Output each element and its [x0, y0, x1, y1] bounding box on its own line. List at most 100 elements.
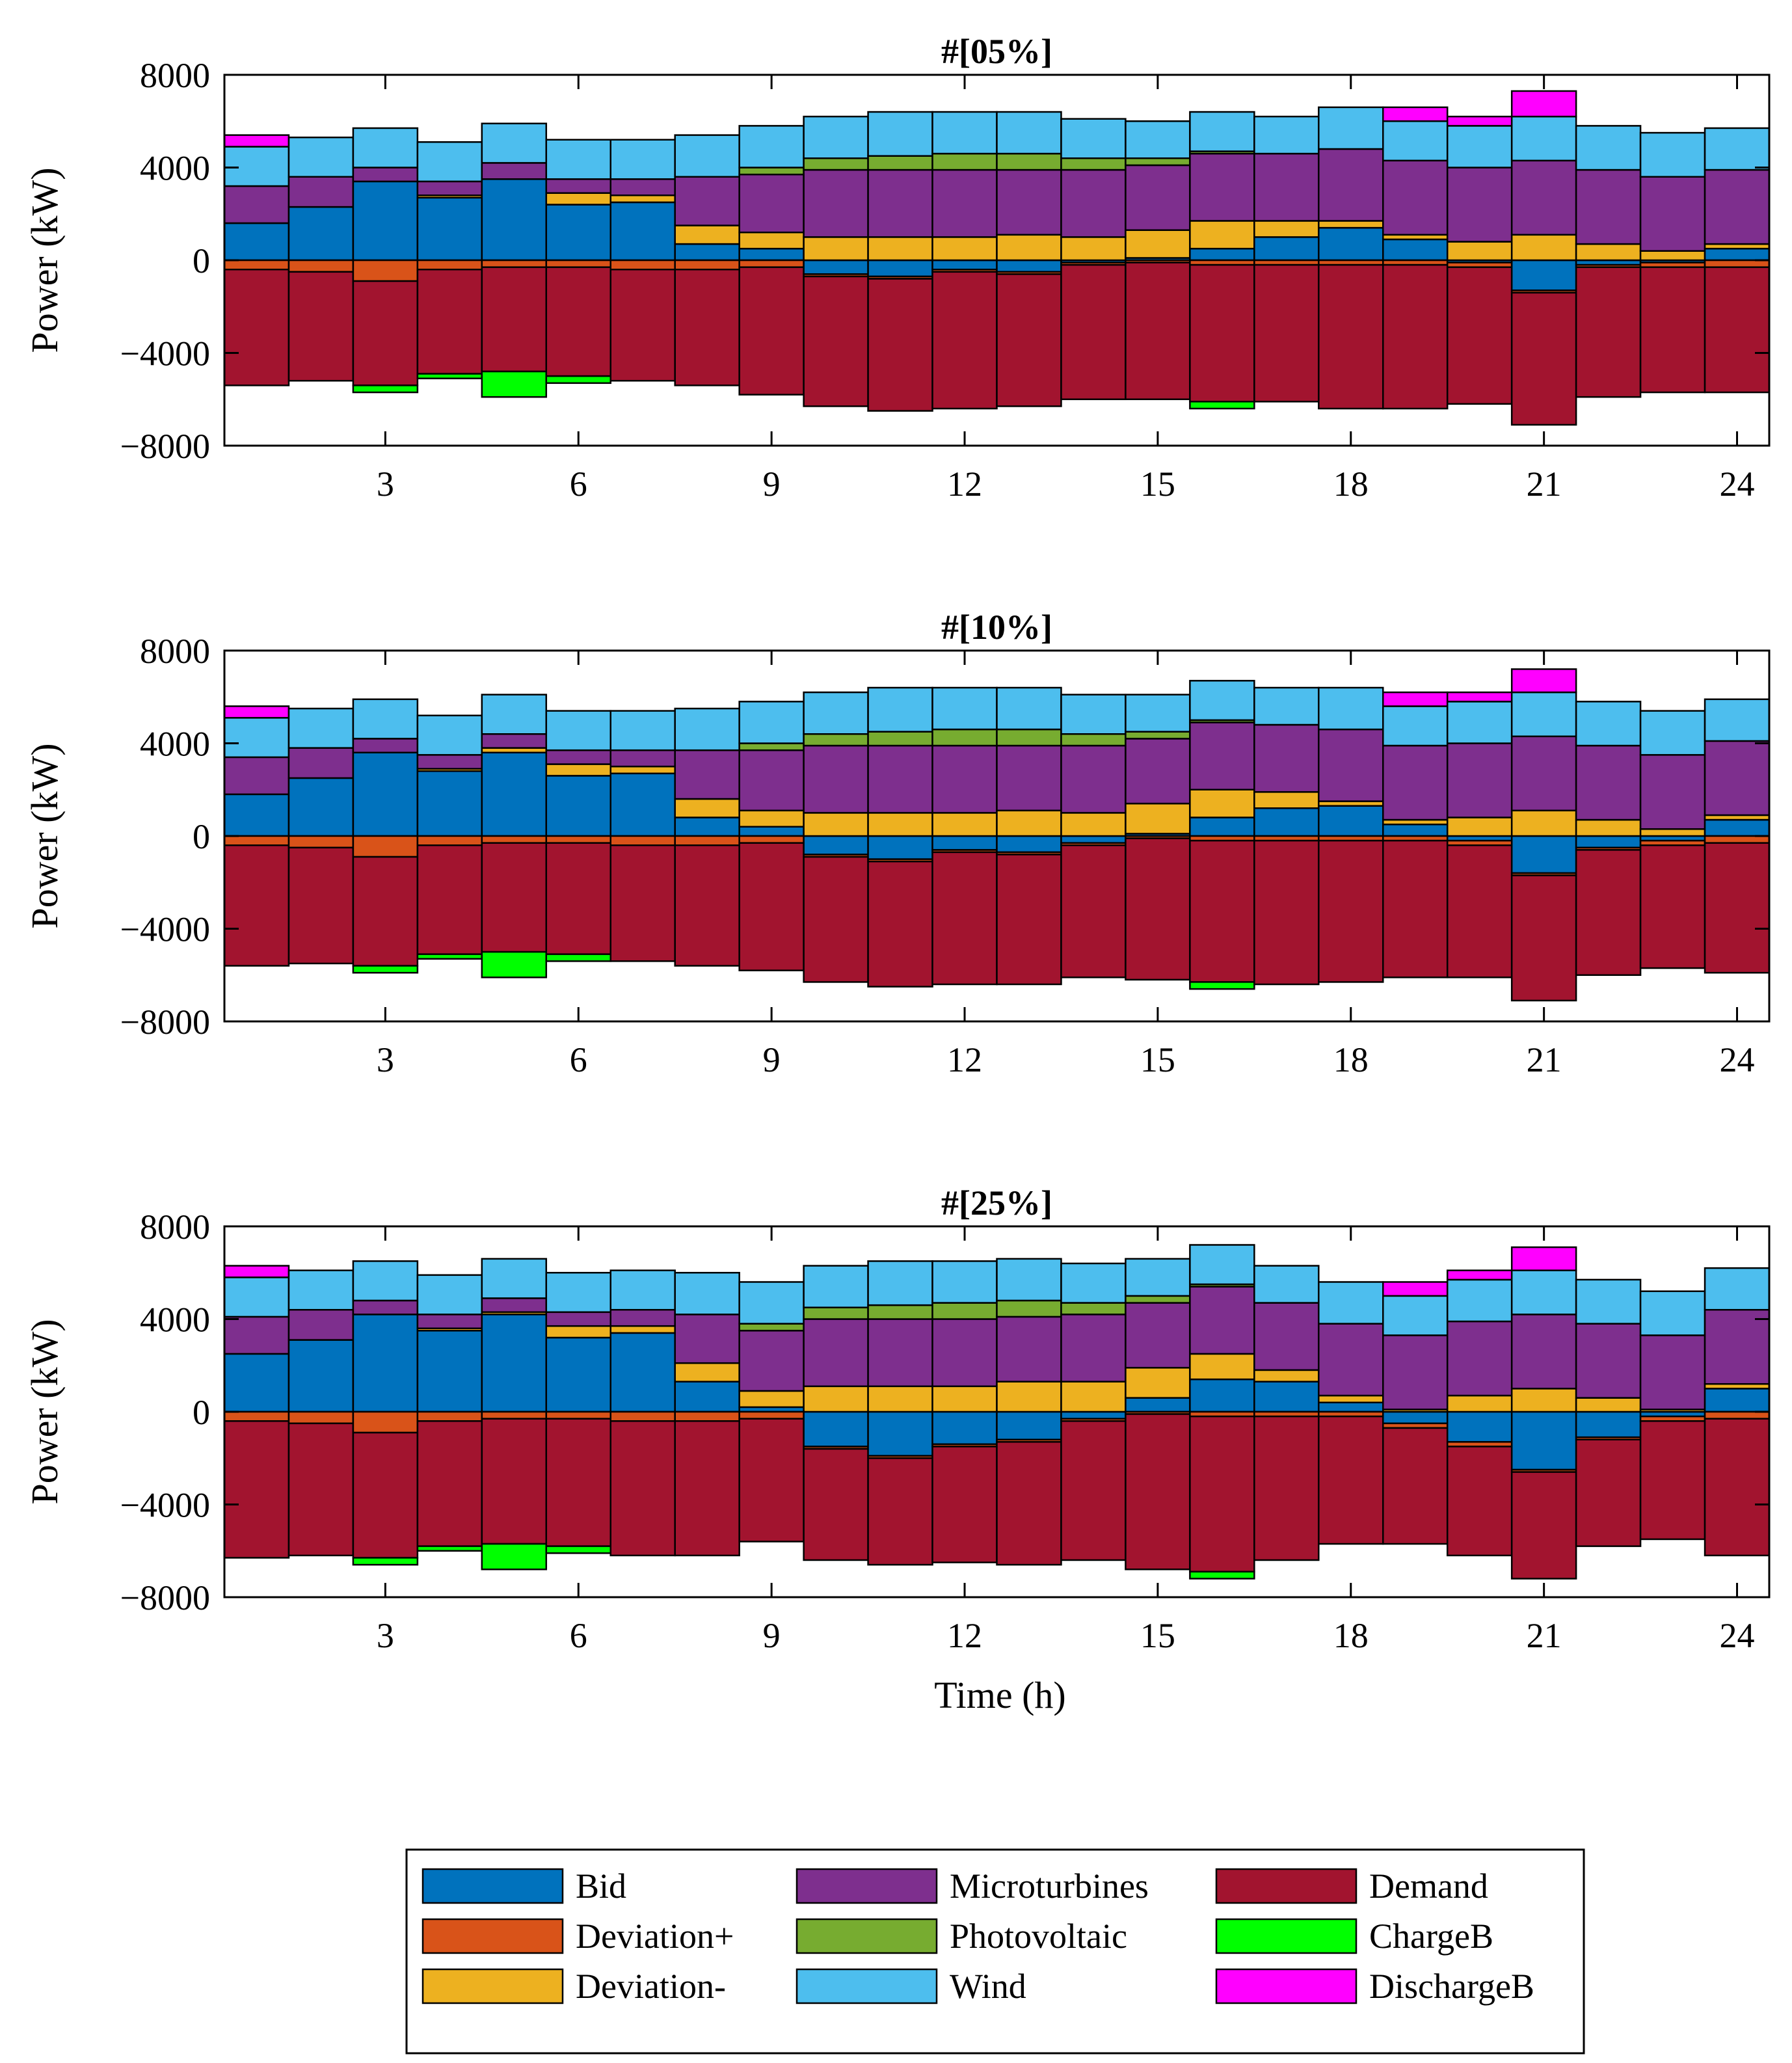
bar-microturbines-h23: [1639, 1334, 1706, 1410]
bar-wind-h9: [738, 125, 805, 169]
bar-microturbines-h8: [674, 1314, 740, 1364]
bar-demand-h17: [1253, 839, 1320, 986]
bar-bid-h19: [1382, 238, 1449, 262]
bar-wind-h23: [1639, 710, 1706, 756]
bar-bid-h17: [1253, 236, 1320, 262]
bar-deviation-h17: [1253, 220, 1320, 238]
bar-chargeb-h5: [481, 370, 548, 398]
bar-microturbines-h6: [545, 178, 611, 194]
bar-demand-h12: [931, 1446, 998, 1563]
bar-bid-h10: [803, 1410, 869, 1448]
bar-bid-h6: [545, 775, 611, 837]
bar-microturbines-h14: [1060, 169, 1127, 238]
bar-bid-h6: [545, 1336, 611, 1413]
legend-label: Bid: [576, 1867, 626, 1906]
bar-chargeb-h5: [481, 1543, 548, 1571]
bar-microturbines-h3: [352, 167, 419, 183]
bar-bid-h12: [931, 1410, 998, 1446]
bar-bid-h12: [931, 259, 998, 271]
xtick-label: 15: [1140, 1040, 1175, 1079]
bar-demand-h13: [996, 1441, 1062, 1566]
ytick-label: 8000: [140, 1207, 210, 1247]
xtick-label: 12: [947, 465, 982, 504]
bar-demand-h10: [803, 275, 869, 407]
legend-swatch: [1215, 1868, 1357, 1904]
bar-demand-h12: [931, 851, 998, 986]
bar-photovoltaic-h14: [1060, 1302, 1127, 1315]
bar-deviation-h22: [1575, 1397, 1642, 1413]
bar-microturbines-h9: [738, 749, 805, 812]
bar-wind-h16: [1189, 680, 1255, 721]
bar-photovoltaic-h9: [738, 742, 805, 751]
bar-demand-h3: [352, 1431, 419, 1559]
bar-microturbines-h15: [1125, 1302, 1191, 1369]
bar-demand-h5: [481, 842, 548, 953]
bar-deviation-h10: [803, 812, 869, 837]
bar-microturbines-h9: [738, 173, 805, 234]
legend-item-photovoltaic: Photovoltaic: [796, 1917, 1127, 1956]
bar-demand-h6: [545, 842, 611, 955]
bar-photovoltaic-h10: [803, 157, 869, 171]
bar-wind-h15: [1125, 120, 1191, 159]
xtick-label: 3: [377, 465, 394, 504]
bar-wind-h21: [1510, 115, 1577, 162]
bar-wind-h7: [609, 1269, 676, 1311]
bar-demand-h23: [1639, 266, 1706, 394]
bar-bid-h24: [1704, 247, 1771, 262]
ytick-label: 4000: [140, 725, 210, 764]
bar-bid-h9: [738, 826, 805, 837]
bar-bid-h4: [416, 196, 483, 262]
bar-deviation-h16: [1189, 1353, 1255, 1381]
bar-chargeb-h3: [352, 384, 419, 394]
bar-deviation-h7: [609, 1410, 676, 1422]
ytick-label: 8000: [140, 56, 210, 95]
bar-deviation-h8: [674, 224, 740, 245]
ytick-label: 0: [193, 817, 210, 856]
bar-demand-h8: [674, 1420, 740, 1557]
bar-dischargeb-h19: [1382, 691, 1449, 707]
bar-demand-h15: [1125, 837, 1191, 981]
bar-demand-h4: [416, 1420, 483, 1547]
bar-photovoltaic-h11: [867, 155, 933, 171]
bar-microturbines-h5: [481, 733, 548, 749]
bar-demand-h1: [223, 844, 290, 967]
bar-bid-h7: [609, 1332, 676, 1413]
bar-microturbines-h4: [416, 754, 483, 770]
bar-bid-h8: [674, 243, 740, 262]
bar-microturbines-h16: [1189, 1286, 1255, 1355]
bar-deviation-h24: [1704, 835, 1771, 844]
bar-bid-h16: [1189, 816, 1255, 837]
bar-deviation-h2: [288, 1410, 354, 1425]
bar-bid-h13: [996, 835, 1062, 854]
bar-microturbines-h24: [1704, 740, 1771, 816]
bar-microturbines-h15: [1125, 738, 1191, 805]
bar-chargeb-h4: [416, 1545, 483, 1552]
bar-bid-h21: [1510, 835, 1577, 874]
xtick-label: 21: [1527, 1616, 1562, 1655]
xtick-label: 6: [570, 1040, 587, 1079]
bar-dischargeb-h19: [1382, 1281, 1449, 1297]
bar-deviation-h21: [1510, 234, 1577, 262]
bar-microturbines-h2: [288, 1309, 354, 1341]
bar-bid-h16: [1189, 247, 1255, 262]
bar-demand-h5: [481, 266, 548, 373]
bar-deviation-h3: [352, 835, 419, 858]
bar-microturbines-h18: [1318, 1323, 1384, 1397]
bar-wind-h1: [223, 146, 290, 187]
bar-wind-h19: [1382, 1295, 1449, 1336]
legend-item-wind: Wind: [796, 1967, 1026, 2006]
bar-demand-h3: [352, 280, 419, 386]
bar-deviation-h2: [288, 835, 354, 849]
xtick-label: 9: [763, 1616, 781, 1655]
bar-bid-h14: [1060, 1410, 1127, 1420]
bar-demand-h6: [545, 266, 611, 377]
bar-wind-h20: [1446, 701, 1513, 744]
bar-demand-h15: [1125, 1413, 1191, 1571]
bar-deviation-h18: [1318, 1394, 1384, 1404]
bar-demand-h14: [1060, 1420, 1127, 1561]
bar-bid-h1: [223, 1353, 290, 1413]
bar-demand-h9: [738, 266, 805, 396]
bar-wind-h3: [352, 1260, 419, 1302]
legend-swatch: [1215, 1968, 1357, 2004]
bar-bid-h2: [288, 1339, 354, 1413]
